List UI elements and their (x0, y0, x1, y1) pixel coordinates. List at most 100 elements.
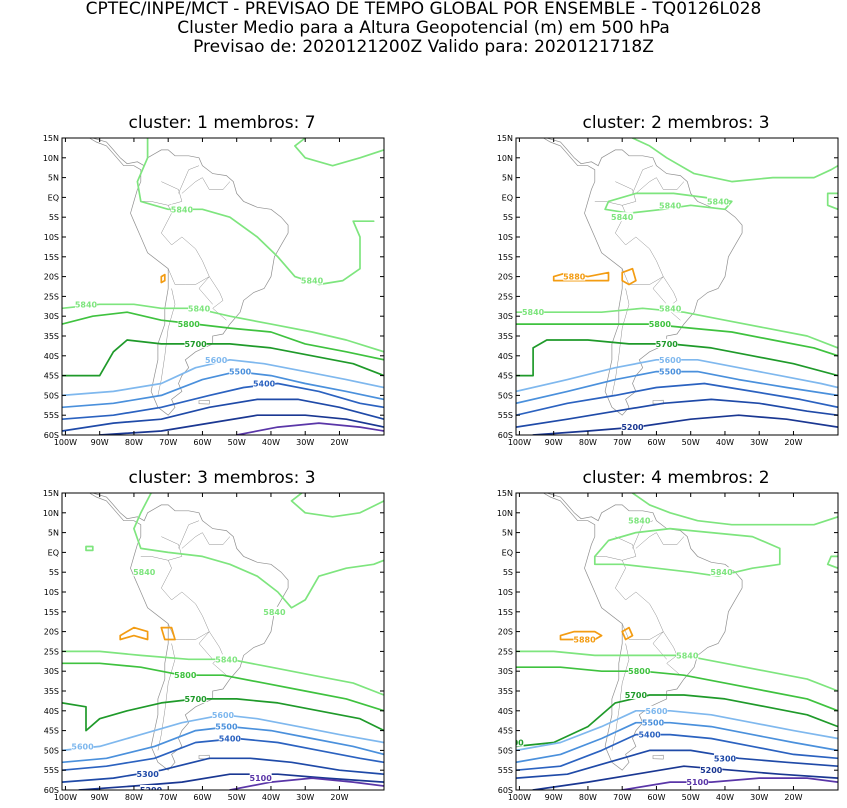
country-border (621, 623, 664, 640)
contour-label-bg (700, 765, 723, 775)
header-line-3: Previsao de: 2020121200Z Valido para: 20… (193, 37, 654, 57)
lat-label: 60S (498, 431, 513, 440)
lat-label: 5N (48, 529, 59, 538)
contour-label: 5840 (188, 304, 211, 313)
contour-label: 5500 (642, 719, 665, 728)
header-line-2: Cluster Medio para a Altura Geopotencial… (177, 18, 670, 38)
contour-label-bg (659, 200, 682, 210)
lon-label: 80W (579, 438, 597, 447)
contour-label: 5880 (573, 636, 596, 645)
contour-label-bg (628, 666, 651, 676)
lon-label: 40W (262, 438, 280, 447)
lat-label: 25S (44, 647, 59, 656)
lat-label: 15S (44, 253, 59, 262)
lat-label: 50S (498, 746, 513, 755)
lat-label: 40S (44, 707, 59, 716)
country-border (171, 236, 210, 277)
contour-label: 5500 (229, 368, 252, 377)
lat-label: 25S (498, 647, 513, 656)
contour-label: 5200 (621, 423, 644, 432)
lat-label: 15N (43, 134, 59, 143)
country-border (181, 532, 231, 549)
contour-label: 5800 (649, 320, 672, 329)
island-outline (652, 754, 664, 760)
lon-label: 50W (228, 438, 246, 447)
contour-line (516, 709, 838, 752)
country-border (611, 288, 630, 396)
country-border (171, 591, 210, 632)
lat-label: EQ (48, 193, 59, 202)
lon-label: 90W (91, 438, 109, 447)
contour-label: 5880 (563, 273, 586, 282)
country-border (663, 276, 681, 321)
contour-label-bg (573, 634, 596, 644)
map-frame (515, 137, 839, 436)
lon-label: 50W (682, 438, 700, 447)
contour-label-bg (174, 670, 197, 680)
lon-label: 20W (784, 438, 802, 447)
lat-label: EQ (502, 548, 513, 557)
contour-label-bg (215, 654, 238, 664)
country-border (652, 631, 667, 660)
lon-label: 60W (193, 793, 211, 802)
contour-label-bg (648, 319, 671, 329)
contour-label: 5800 (174, 671, 197, 680)
country-border (167, 268, 210, 285)
lat-label: 55S (44, 766, 59, 775)
map-frame (61, 137, 385, 436)
panel-title-3: cluster: 3 membros: 3 (128, 468, 316, 488)
contour-label: 5600 (645, 707, 668, 716)
contour-label-bg (710, 567, 733, 577)
lon-label: 60W (647, 793, 665, 802)
contour-line (160, 626, 176, 641)
country-border (161, 181, 183, 206)
contour-line (516, 733, 838, 772)
contour-line (235, 422, 384, 435)
map-panel-4: 5840 5840 5880 5840 5800 5700 5600 5500 5400 5700… (497, 489, 839, 802)
country-border (157, 288, 176, 396)
lat-label: 5S (49, 568, 59, 577)
contour-label: 5500 (659, 368, 682, 377)
contour-label: 5600 (205, 356, 228, 365)
contour-label-bg (621, 422, 644, 432)
lat-label: 45S (498, 372, 513, 381)
contour-label-bg (516, 737, 524, 747)
lon-label: 50W (228, 793, 246, 802)
contour-label: 5840 (659, 201, 682, 210)
contour-label: 5100 (686, 778, 709, 787)
lon-label: 100W (508, 438, 531, 447)
lon-label: 90W (91, 793, 109, 802)
lon-label: 60W (193, 438, 211, 447)
country-border (615, 181, 637, 206)
lat-label: 20S (498, 273, 513, 282)
contour-label-bg (624, 689, 647, 699)
contour-line (62, 757, 384, 783)
lat-label: 10S (44, 588, 59, 597)
lat-label: 10S (498, 233, 513, 242)
lat-label: 20S (498, 628, 513, 637)
contour-label-bg (686, 777, 709, 787)
lat-label: 5S (503, 568, 513, 577)
lon-label: 100W (54, 793, 77, 802)
contour-line (516, 339, 838, 377)
contour-label-bg (659, 366, 682, 376)
contour-label-bg (218, 733, 241, 743)
lon-label: 20W (330, 793, 348, 802)
contour-line (621, 267, 637, 286)
continent-coastline (525, 493, 743, 771)
contour-label-bg (205, 354, 228, 364)
panel-title-4: cluster: 4 membros: 2 (582, 468, 770, 488)
lat-label: 60S (44, 786, 59, 795)
contour-label-bg (249, 773, 272, 783)
lat-label: 50S (44, 391, 59, 400)
country-border (605, 556, 626, 601)
contour-label: 5840 (301, 277, 324, 286)
lat-label: 55S (44, 411, 59, 420)
contour-label: 5600 (659, 356, 682, 365)
lat-label: 15S (498, 608, 513, 617)
contour-label-bg (74, 299, 97, 309)
contour-label-bg (659, 303, 682, 313)
panel-title-2: cluster: 2 membros: 3 (582, 113, 770, 133)
lat-label: EQ (502, 193, 513, 202)
